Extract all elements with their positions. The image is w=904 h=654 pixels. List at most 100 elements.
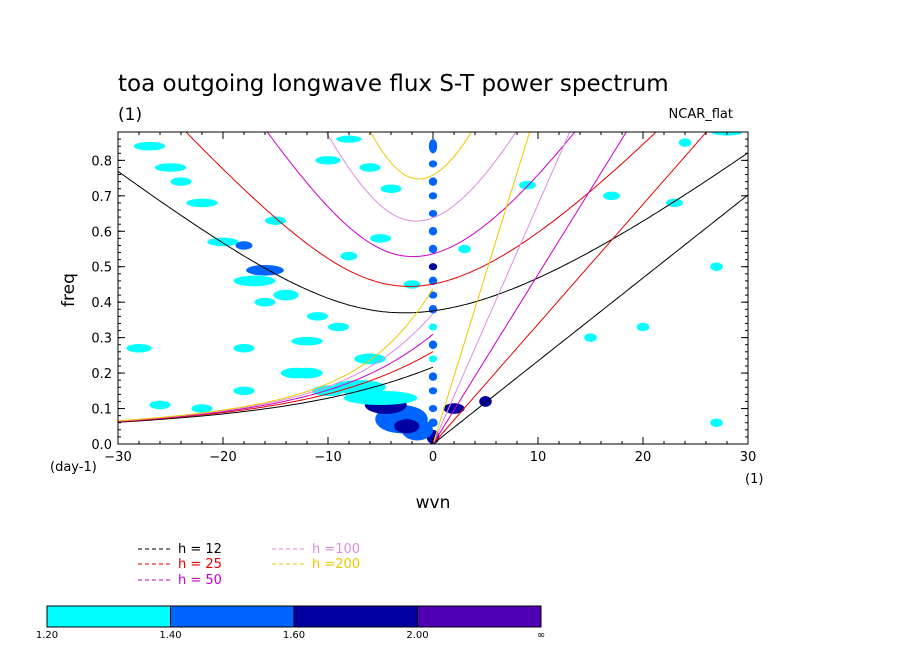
contour-fills — [126, 132, 743, 444]
inertia-gravity-curve — [370, 132, 473, 180]
legend-label: h =200 — [312, 557, 360, 572]
chart-subtitle-right: NCAR_flat — [669, 107, 733, 122]
contour-blob — [678, 138, 692, 147]
contour-blob — [154, 163, 187, 172]
contour-blob — [207, 237, 239, 247]
contour-blob — [394, 419, 420, 434]
contour-blob — [233, 344, 255, 353]
colorbar-label: 1.40 — [159, 630, 181, 641]
mrg-curve — [118, 366, 434, 423]
contour-blob — [254, 297, 276, 307]
contour-blob — [312, 385, 344, 397]
contour-blob — [428, 355, 438, 363]
colorbar-swatch — [46, 605, 171, 628]
inertia-gravity-curve — [266, 132, 576, 258]
contour-blob — [428, 263, 438, 271]
contour-blob — [354, 353, 386, 365]
kelvin-curve — [432, 194, 748, 444]
contour-blob — [428, 405, 438, 413]
x-tick-label: 0 — [429, 450, 437, 465]
inertia-gravity-curve — [118, 152, 748, 314]
colorbar-label: 2.00 — [406, 630, 428, 641]
kelvin-curve — [432, 132, 627, 444]
contour-blob — [186, 198, 218, 208]
contour-blob — [428, 160, 438, 168]
contour-blob — [126, 344, 152, 353]
mrg-curve — [118, 288, 434, 422]
contour-blob — [133, 141, 166, 151]
contour-blob — [315, 156, 341, 165]
legend-label: h =100 — [312, 542, 360, 557]
y-axis: 0.0 0.1 0.2 0.3 0.4 0.5 0.6 0.7 0.8 — [91, 131, 748, 453]
x-axis: −30 −20 −10 0 10 20 30 — [104, 132, 756, 465]
y-unit-label: (day-1) — [50, 460, 97, 475]
contour-blob — [233, 275, 276, 287]
contour-blob — [170, 177, 192, 186]
contour-blob — [428, 340, 438, 349]
contour-blob — [380, 184, 402, 193]
contour-blob — [328, 322, 349, 332]
contour-blob — [479, 396, 492, 407]
contour-blob — [428, 227, 438, 236]
contour-blob — [403, 280, 421, 289]
y-tick-label: 0.0 — [91, 438, 112, 453]
y-tick-label: 0.8 — [91, 154, 112, 169]
chart-subtitle-left: (1) — [118, 105, 142, 125]
contour-blob — [428, 244, 438, 254]
contour-blob — [370, 234, 391, 243]
x-tick-label: 20 — [635, 450, 652, 465]
contour-blob — [710, 418, 723, 427]
contour-blob — [340, 251, 358, 261]
colorbar-swatch — [417, 605, 542, 628]
contour-blob — [636, 322, 650, 332]
colorbar: 1.20 1.40 1.60 2.00 ∞ — [36, 605, 545, 641]
mrg-curve — [118, 351, 434, 423]
contour-blob — [149, 400, 171, 410]
x-tick-label: −20 — [209, 450, 236, 465]
y-tick-label: 0.6 — [91, 225, 112, 240]
dispersion-curves — [118, 132, 748, 444]
colorbar-label: 1.60 — [283, 630, 305, 641]
x-tick-label: 10 — [530, 450, 547, 465]
kelvin-curve — [432, 132, 571, 444]
x-tick-label: −10 — [314, 450, 341, 465]
chart-title: toa outgoing longwave flux S-T power spe… — [118, 71, 669, 97]
contour-blob — [428, 276, 438, 286]
contour-blob — [235, 241, 253, 250]
legend-label: h = 12 — [178, 542, 222, 557]
contour-blob — [710, 262, 723, 271]
contour-blob — [428, 305, 438, 314]
y-tick-label: 0.4 — [91, 296, 112, 311]
colorbar-swatch — [170, 605, 295, 628]
contour-blob — [246, 264, 284, 276]
contour-blob — [428, 387, 438, 395]
contour-blob — [428, 192, 438, 200]
contour-blob — [343, 390, 418, 405]
inertia-gravity-curve — [325, 132, 517, 222]
kelvin-curve — [432, 132, 708, 444]
y-tick-label: 0.5 — [91, 261, 112, 276]
x-axis-label: wvn — [416, 493, 451, 513]
contour-blob — [428, 291, 438, 299]
x-tick-label: 30 — [740, 450, 757, 465]
contour-blob — [584, 333, 597, 342]
contour-blob — [428, 372, 438, 381]
contour-blob — [666, 198, 683, 208]
contour-blob — [458, 244, 471, 254]
contour-blob — [280, 367, 313, 379]
contour-blob — [273, 289, 299, 301]
contour-blob — [359, 163, 381, 172]
y-axis-label: freq — [59, 273, 79, 307]
y-tick-label: 0.2 — [91, 367, 112, 382]
legend-label: h = 50 — [178, 573, 222, 588]
y-tick-label: 0.7 — [91, 190, 112, 205]
contour-blob — [428, 139, 438, 154]
contour-blob — [603, 191, 620, 201]
contour-blob — [443, 403, 465, 414]
contour-blob — [336, 135, 362, 143]
x-tick-label: −30 — [104, 450, 131, 465]
inertia-gravity-curve — [185, 132, 657, 287]
colorbar-label: ∞ — [537, 630, 545, 641]
